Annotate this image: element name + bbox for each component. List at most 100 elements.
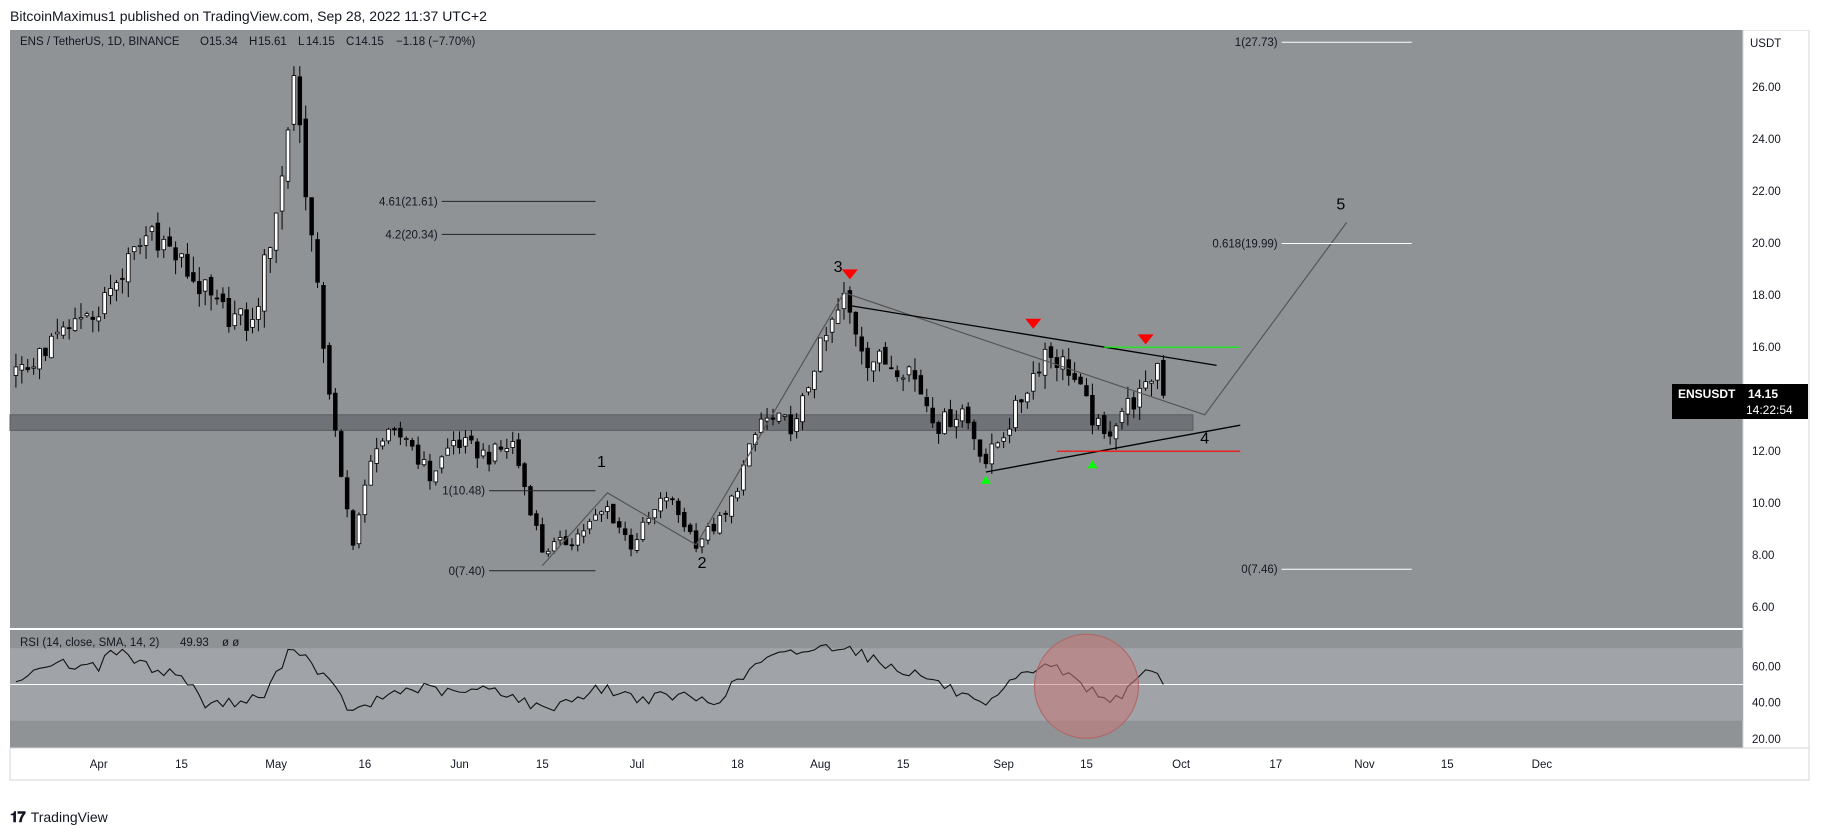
candle-body (155, 222, 161, 251)
fib-level-label: 1(27.73) (1235, 37, 1278, 49)
candle (605, 500, 610, 520)
candle (1131, 391, 1137, 419)
candle (918, 369, 924, 395)
candle (475, 438, 480, 469)
candle-body (528, 486, 533, 516)
candle-body (611, 503, 616, 524)
candle (575, 528, 581, 552)
candle (149, 224, 155, 241)
candle (303, 105, 308, 211)
candle (309, 197, 314, 252)
candle (498, 440, 504, 452)
candle-body (534, 513, 539, 526)
candle-body (735, 490, 740, 499)
candle-body (865, 347, 870, 369)
candle (1155, 362, 1160, 390)
rsi-header-extra: ø ø (222, 637, 239, 649)
candle-body (670, 498, 675, 501)
candle-body (66, 327, 72, 330)
candle (1143, 370, 1148, 391)
candle (906, 365, 912, 382)
candle-body (409, 440, 415, 447)
candle-body (90, 316, 96, 320)
candle (469, 430, 474, 445)
candle (1013, 395, 1018, 432)
red-arrow-marker (841, 269, 858, 280)
candle-body (794, 418, 799, 432)
candle-body (593, 514, 598, 521)
candle (90, 310, 96, 333)
candle-body (1101, 415, 1107, 435)
price-chart[interactable]: 4.61(21.61) 4.2(20.34) 1(10.48) 0(7.40) 1(27… (0, 30, 1824, 800)
rsi-tick-label: 60.00 (1752, 661, 1781, 673)
candle-body (1090, 395, 1095, 426)
candle (912, 358, 918, 392)
ohlc-c-value: 14.15 (355, 36, 384, 48)
candle-body (557, 537, 563, 541)
candle (1096, 414, 1101, 430)
price-tick-label: 22.00 (1752, 186, 1781, 198)
candle-body (977, 439, 983, 457)
candle (191, 256, 196, 284)
candle (238, 308, 243, 326)
candle (693, 523, 699, 553)
candle-body (516, 439, 521, 467)
candle-body (1013, 399, 1018, 429)
candle (646, 511, 652, 525)
candle (806, 386, 811, 396)
candle-body (185, 253, 190, 277)
candle-body (1054, 357, 1060, 368)
candle (516, 433, 521, 469)
price-tick-label: 8.00 (1752, 550, 1774, 562)
candle-body (782, 414, 788, 417)
candle-body (965, 406, 971, 424)
candle-body (687, 524, 693, 533)
fib-level-label: 1(10.48) (442, 486, 485, 498)
candle-body (936, 422, 941, 434)
candle-body (894, 370, 900, 378)
candle-body (995, 442, 1000, 448)
candle-body (167, 236, 172, 247)
candle (889, 355, 894, 370)
candle (1072, 362, 1077, 383)
ohlc-c-label: C (346, 36, 354, 48)
candle-body (96, 316, 101, 322)
candle-body (551, 541, 557, 552)
candle-body (433, 470, 439, 483)
candle-body (622, 528, 628, 535)
price-pane (10, 30, 1743, 628)
candle-body (202, 279, 208, 292)
candle-body (883, 346, 888, 365)
candle (971, 419, 977, 451)
candle-body (327, 345, 332, 395)
candle-body (49, 335, 54, 359)
candle (865, 341, 870, 381)
chart-title: ENS / TetherUS, 1D, BINANCE (20, 36, 180, 48)
price-tick-label: 16.00 (1752, 342, 1781, 354)
candle (380, 438, 385, 450)
tradingview-logo-icon: 𝟏𝟕 (10, 808, 26, 826)
candle (285, 127, 291, 189)
candle-body (469, 435, 474, 441)
rsi-tick-label: 40.00 (1752, 698, 1781, 710)
candle-body (232, 313, 237, 327)
candle (126, 247, 131, 298)
candle (19, 356, 25, 384)
candle-body (889, 367, 894, 370)
candle (202, 279, 208, 306)
candle-body (84, 313, 90, 317)
candle-body (220, 293, 226, 303)
candle (711, 517, 717, 535)
candle (1042, 342, 1048, 389)
candle-body (776, 412, 782, 422)
candle-body (149, 226, 155, 232)
candle-body (368, 460, 374, 486)
candle (960, 404, 965, 428)
candle-body (1036, 371, 1042, 374)
candle-body (634, 539, 640, 551)
candle-body (729, 495, 734, 517)
candle-body (492, 443, 498, 462)
candle (1161, 355, 1166, 399)
candle-body (835, 309, 841, 324)
candle-body (640, 521, 646, 540)
